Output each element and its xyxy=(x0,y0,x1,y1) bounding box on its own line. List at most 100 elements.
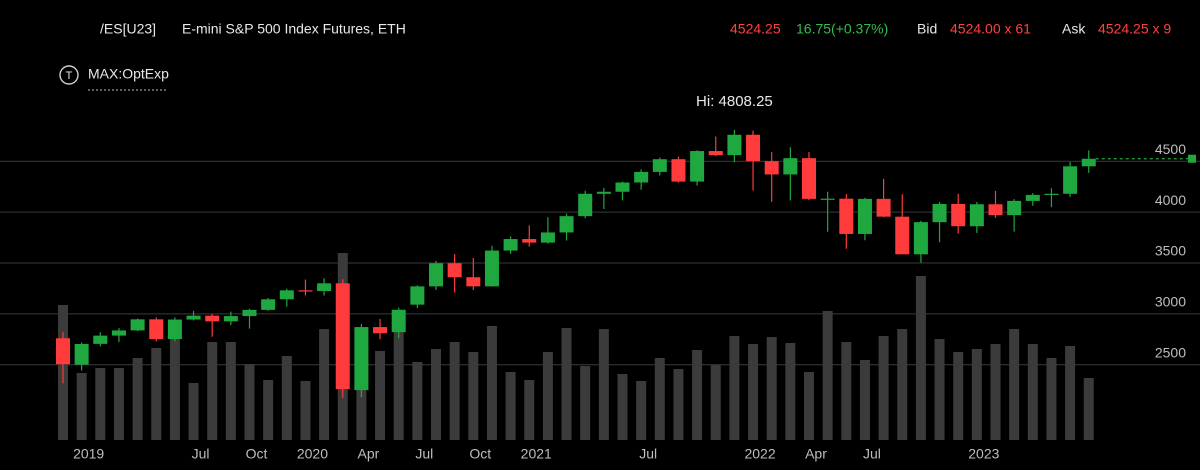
x-tick-label: Jul xyxy=(863,446,881,462)
instrument-name: E-mini S&P 500 Index Futures, ETH xyxy=(182,21,406,37)
candle-body xyxy=(857,198,872,234)
candle-body xyxy=(205,315,220,322)
candle-body xyxy=(298,290,313,292)
volume-bar xyxy=(934,339,945,440)
study-icon-circle[interactable] xyxy=(59,65,79,85)
candle-body xyxy=(335,283,350,390)
volume-bar xyxy=(244,364,255,440)
candle-body xyxy=(690,151,705,182)
volume-bar xyxy=(412,362,423,440)
volume-bar xyxy=(617,374,628,440)
candle-body xyxy=(447,263,462,278)
volume-bar xyxy=(766,337,777,440)
study-icon[interactable]: T xyxy=(66,70,73,82)
volume-bar xyxy=(132,358,143,440)
x-tick-label: Oct xyxy=(469,446,491,462)
volume-bar xyxy=(207,342,218,440)
last-price: 4524.25 xyxy=(730,21,781,37)
volume-bar xyxy=(300,381,311,440)
volume-bar xyxy=(1046,358,1057,440)
y-tick-label: 4000 xyxy=(1155,192,1186,208)
candle-body xyxy=(764,161,779,175)
volume-bar xyxy=(356,380,367,440)
y-tick-label: 3000 xyxy=(1155,294,1186,310)
volume-bar xyxy=(486,326,497,440)
x-tick-label: Jul xyxy=(192,446,210,462)
volume-bar xyxy=(431,349,441,440)
candle-body xyxy=(820,198,835,200)
volume-bar xyxy=(878,336,889,440)
candle-body xyxy=(466,277,481,287)
price-change: 16.75(+0.37%) xyxy=(796,21,888,37)
candle-body xyxy=(410,286,425,305)
candle-body xyxy=(373,327,388,334)
last-price-marker xyxy=(1188,154,1196,163)
volume-bar xyxy=(375,351,386,440)
candle-body xyxy=(988,204,1003,216)
volume-bar xyxy=(654,358,665,440)
volume-bar xyxy=(524,380,535,440)
candle-body xyxy=(223,316,238,322)
candle-body xyxy=(279,290,294,300)
x-tick-label: Apr xyxy=(358,446,380,462)
candle-body xyxy=(708,151,723,156)
candle-body xyxy=(1063,166,1078,194)
volume-bar xyxy=(281,356,292,440)
candle-body xyxy=(354,327,369,391)
volume-bar xyxy=(113,368,124,440)
volume-bar xyxy=(990,344,1001,440)
volume-bar xyxy=(598,329,609,440)
candle-body xyxy=(317,283,332,292)
bid-label: Bid xyxy=(917,21,937,37)
candle-body xyxy=(503,239,518,251)
volume-bar xyxy=(561,328,572,440)
y-tick-label: 3500 xyxy=(1155,243,1186,259)
candle-body xyxy=(1007,200,1022,216)
x-tick-label: 2020 xyxy=(297,446,328,462)
candle-body xyxy=(578,193,593,217)
study-name[interactable]: MAX:OptExp xyxy=(88,66,169,82)
volume-bar xyxy=(915,276,926,440)
candle-body xyxy=(951,203,966,227)
candle-body xyxy=(876,198,891,217)
volume-bar xyxy=(263,380,274,440)
candle-body xyxy=(261,299,276,310)
symbol: /ES[U23] xyxy=(100,21,156,37)
volume-bar xyxy=(822,311,833,440)
volume-bar xyxy=(505,372,516,440)
candle-body xyxy=(802,158,816,199)
volume-bar xyxy=(1083,378,1094,440)
volume-bar xyxy=(673,369,684,440)
volume-bar xyxy=(393,327,404,440)
candle-body xyxy=(522,239,537,243)
candle-body xyxy=(130,319,145,331)
candle-body xyxy=(56,338,70,365)
x-tick-label: 2019 xyxy=(73,446,104,462)
candle-body xyxy=(746,134,761,162)
volume-bar xyxy=(841,342,852,440)
ask-label: Ask xyxy=(1062,21,1086,37)
candle-body xyxy=(242,309,257,317)
volume-bar xyxy=(971,349,982,440)
x-tick-label: 2022 xyxy=(744,446,775,462)
volume-bar xyxy=(169,335,180,440)
candle-body xyxy=(186,315,201,320)
candle-body xyxy=(671,159,686,182)
volume-bar xyxy=(225,342,236,440)
volume-bar xyxy=(748,344,759,440)
volume-bar xyxy=(151,348,162,440)
volume-bar xyxy=(636,381,647,440)
volume-bar xyxy=(1009,329,1020,440)
y-tick-label: 2500 xyxy=(1155,344,1186,360)
volume-bar xyxy=(95,368,106,440)
volume-bar xyxy=(449,342,460,440)
volume-bar xyxy=(76,373,87,440)
volume-bar xyxy=(953,352,964,440)
volume-bar xyxy=(804,372,814,440)
candle-body xyxy=(895,216,910,255)
candle-body xyxy=(634,171,649,183)
candle-body xyxy=(596,191,611,194)
candle-body xyxy=(783,158,798,175)
x-tick-label: 2021 xyxy=(521,446,552,462)
candle-body xyxy=(1025,194,1040,201)
